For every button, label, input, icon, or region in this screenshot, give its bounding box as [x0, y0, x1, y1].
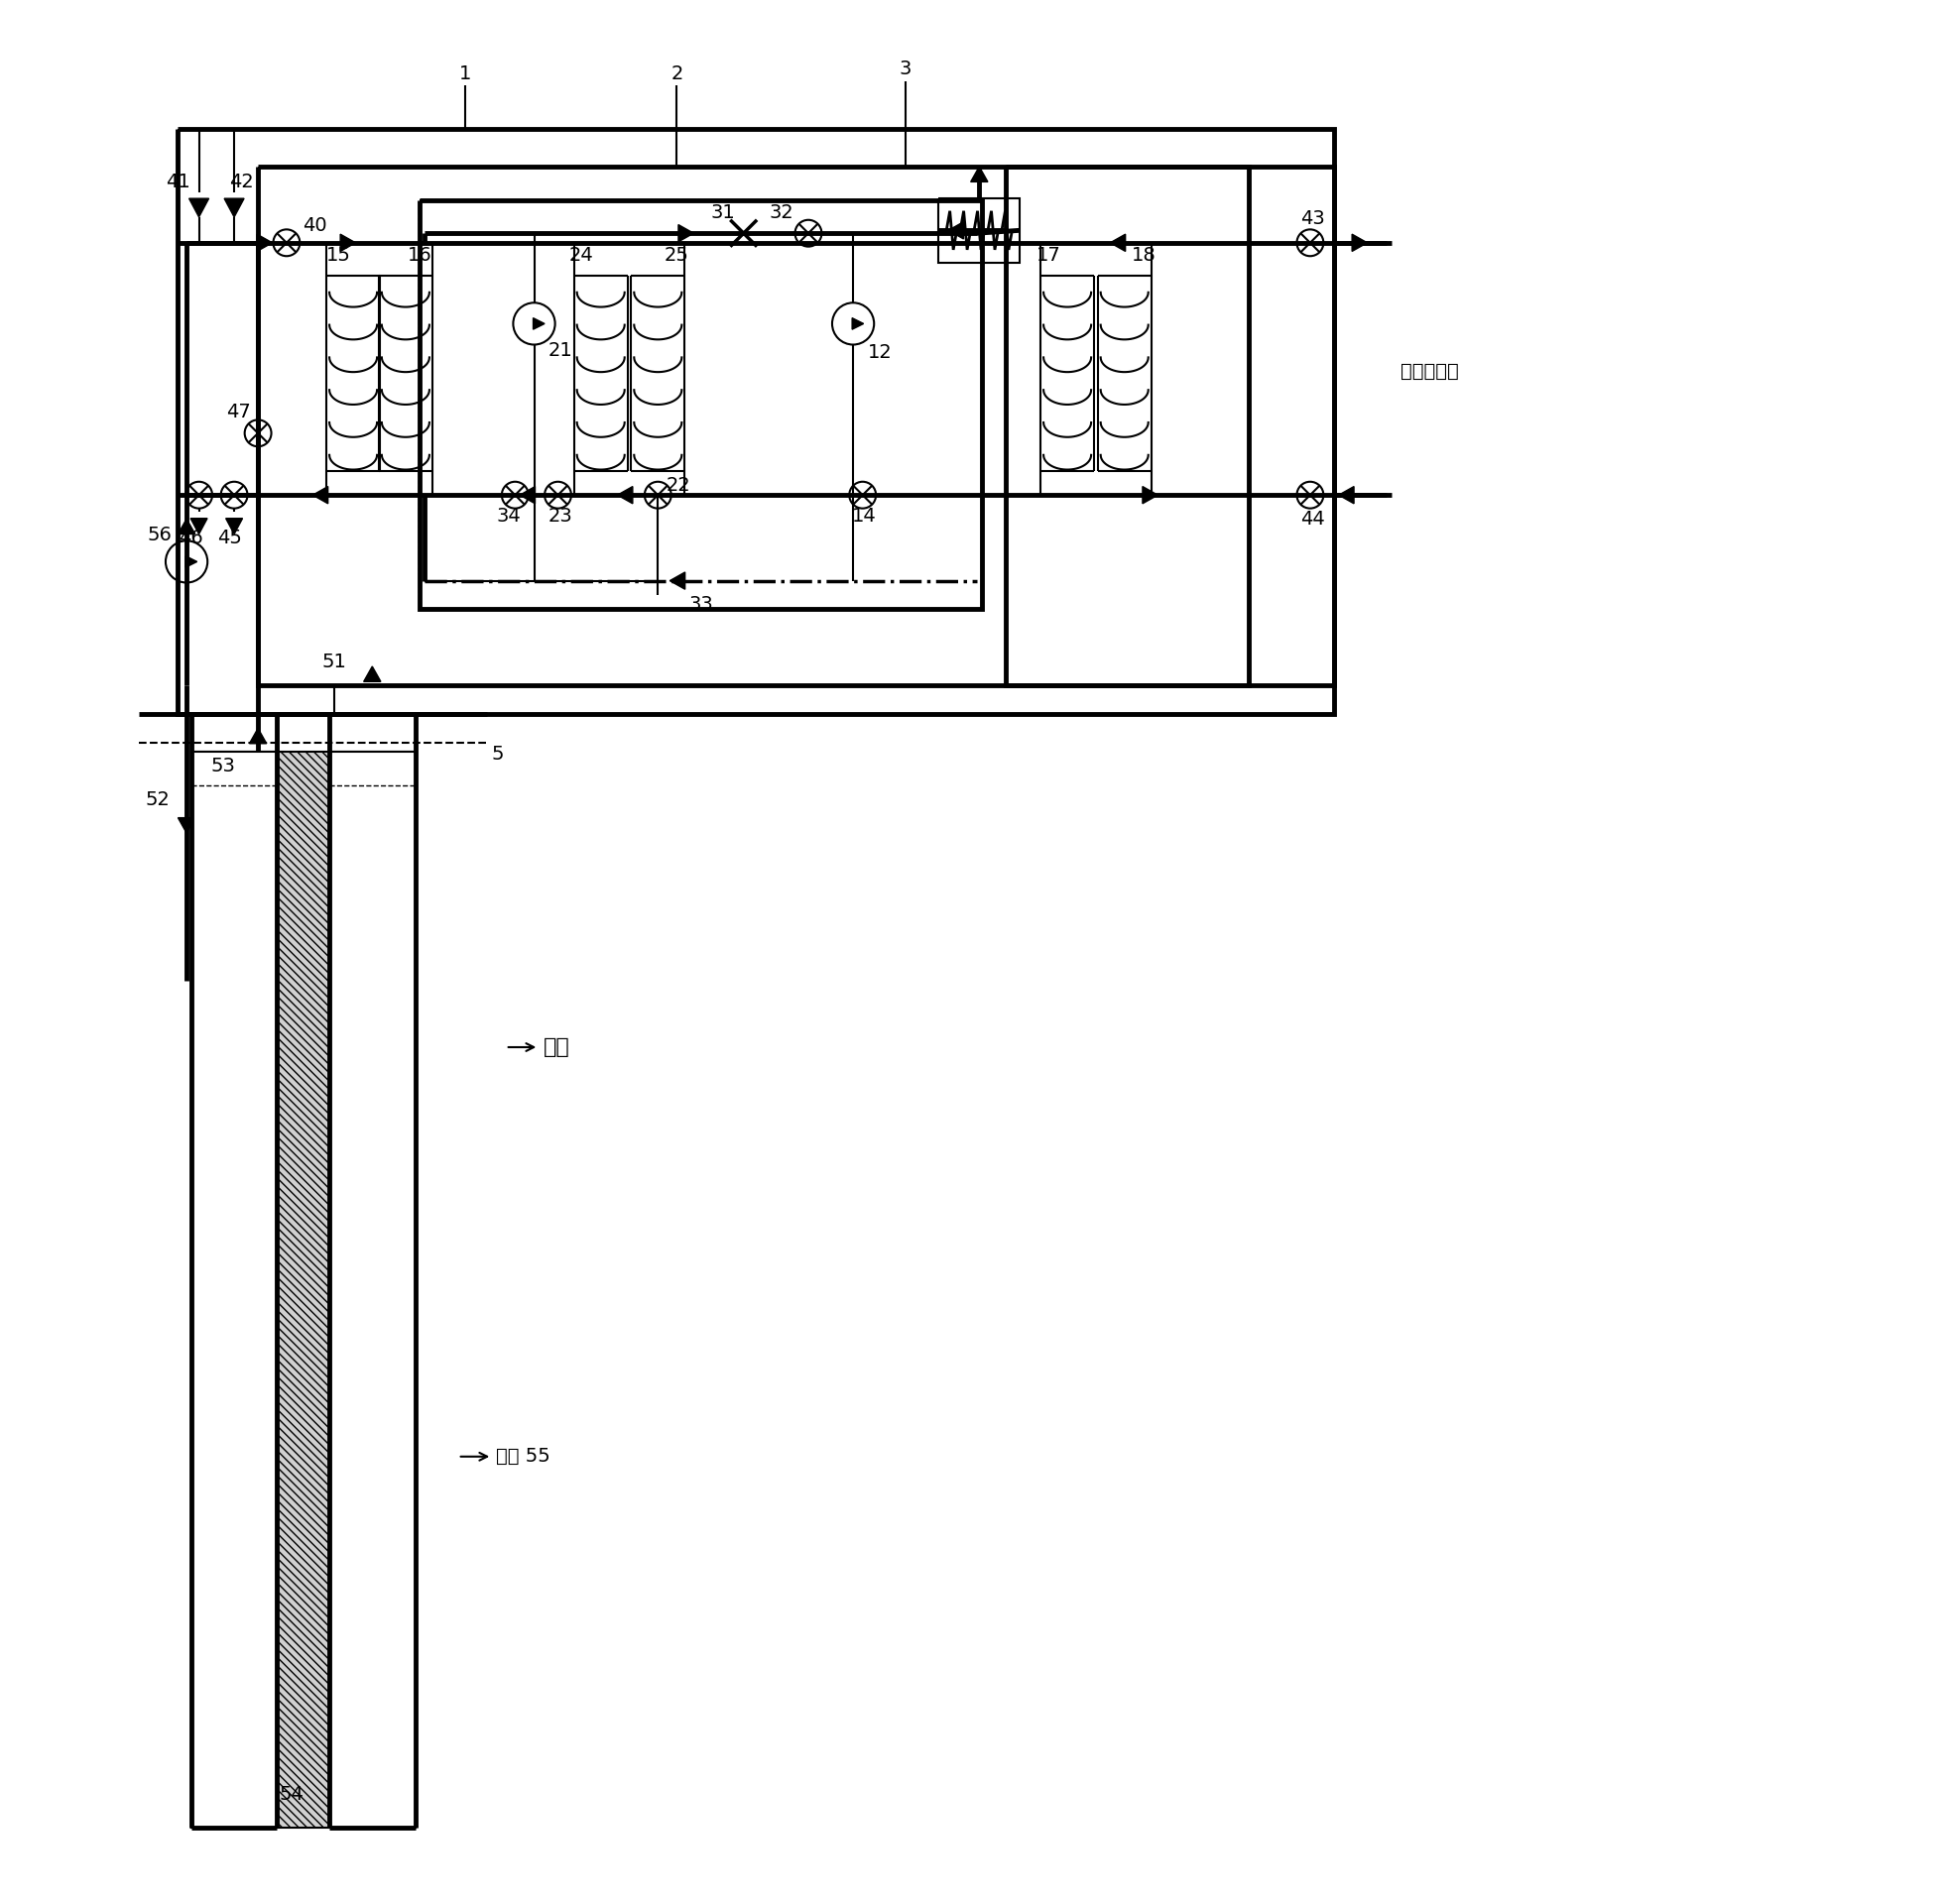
Text: 至采暖末端: 至采暖末端 — [1401, 362, 1459, 381]
Polygon shape — [224, 198, 244, 217]
Polygon shape — [374, 1801, 392, 1816]
Polygon shape — [208, 1679, 226, 1695]
Polygon shape — [347, 975, 364, 990]
Text: 34: 34 — [497, 506, 520, 526]
Polygon shape — [678, 225, 693, 242]
Polygon shape — [226, 518, 242, 533]
Text: 40: 40 — [302, 217, 327, 234]
Text: 52: 52 — [146, 790, 169, 809]
Text: 24: 24 — [569, 246, 594, 265]
Polygon shape — [208, 1108, 226, 1123]
Polygon shape — [347, 1546, 364, 1561]
Polygon shape — [177, 520, 195, 533]
Polygon shape — [374, 1679, 392, 1695]
Text: 卵石 55: 卵石 55 — [497, 1447, 549, 1466]
Polygon shape — [238, 1260, 253, 1276]
Polygon shape — [238, 1679, 253, 1695]
Polygon shape — [341, 234, 355, 251]
Text: 41: 41 — [166, 173, 191, 190]
Polygon shape — [949, 223, 962, 240]
Text: 54: 54 — [279, 1786, 304, 1803]
Polygon shape — [374, 1546, 392, 1561]
Polygon shape — [238, 1108, 253, 1123]
Text: 33: 33 — [688, 596, 713, 613]
Polygon shape — [347, 1679, 364, 1695]
Polygon shape — [238, 861, 253, 876]
Polygon shape — [374, 1260, 392, 1276]
Polygon shape — [208, 1403, 226, 1418]
Polygon shape — [851, 318, 863, 329]
Polygon shape — [970, 168, 988, 183]
Polygon shape — [520, 486, 536, 505]
Polygon shape — [238, 1801, 253, 1816]
Text: 18: 18 — [1130, 246, 1155, 265]
Polygon shape — [374, 1403, 392, 1418]
Bar — [191, 752, 415, 1828]
Polygon shape — [374, 861, 392, 876]
Polygon shape — [238, 1546, 253, 1561]
Text: 土壤: 土壤 — [543, 1038, 571, 1057]
Polygon shape — [1338, 486, 1354, 505]
Polygon shape — [208, 861, 226, 876]
Polygon shape — [1110, 234, 1124, 251]
Text: 2: 2 — [670, 65, 682, 84]
Polygon shape — [208, 975, 226, 990]
Text: 53: 53 — [210, 758, 236, 775]
Polygon shape — [257, 234, 273, 251]
Text: 23: 23 — [547, 506, 573, 526]
Text: 51: 51 — [321, 653, 347, 670]
Text: 56: 56 — [148, 526, 171, 545]
Text: 45: 45 — [216, 529, 242, 546]
Text: 46: 46 — [179, 529, 203, 546]
Polygon shape — [177, 819, 195, 834]
Text: 42: 42 — [230, 173, 253, 190]
Bar — [191, 752, 277, 1828]
Polygon shape — [347, 861, 364, 876]
Polygon shape — [238, 975, 253, 990]
Text: 25: 25 — [664, 246, 690, 265]
Polygon shape — [347, 1108, 364, 1123]
Text: 15: 15 — [327, 246, 351, 265]
Polygon shape — [534, 318, 543, 329]
Polygon shape — [208, 1260, 226, 1276]
Text: 31: 31 — [709, 204, 734, 221]
Text: 22: 22 — [666, 476, 692, 495]
Text: 21: 21 — [547, 341, 573, 360]
Text: 32: 32 — [769, 204, 793, 221]
Polygon shape — [364, 666, 380, 682]
Text: 43: 43 — [1299, 209, 1325, 228]
Bar — [329, 752, 415, 1828]
Polygon shape — [312, 486, 327, 505]
Text: 47: 47 — [226, 404, 251, 421]
Polygon shape — [185, 556, 197, 567]
Text: 17: 17 — [1036, 246, 1060, 265]
Text: 3: 3 — [898, 59, 912, 78]
Polygon shape — [670, 571, 684, 590]
Text: 14: 14 — [851, 506, 877, 526]
Polygon shape — [347, 1403, 364, 1418]
Polygon shape — [189, 198, 208, 217]
Polygon shape — [347, 1260, 364, 1276]
Polygon shape — [191, 518, 206, 533]
Polygon shape — [374, 1108, 392, 1123]
Polygon shape — [1142, 486, 1157, 505]
Polygon shape — [208, 1801, 226, 1816]
Polygon shape — [208, 1546, 226, 1561]
Text: 5: 5 — [491, 744, 503, 764]
Text: 1: 1 — [460, 65, 471, 84]
Text: 16: 16 — [407, 246, 432, 265]
Text: 12: 12 — [867, 343, 892, 362]
Polygon shape — [347, 1801, 364, 1816]
Polygon shape — [238, 1403, 253, 1418]
Text: 44: 44 — [1299, 510, 1325, 527]
Polygon shape — [249, 729, 267, 743]
Polygon shape — [374, 975, 392, 990]
Polygon shape — [1352, 234, 1367, 251]
Polygon shape — [618, 486, 633, 505]
